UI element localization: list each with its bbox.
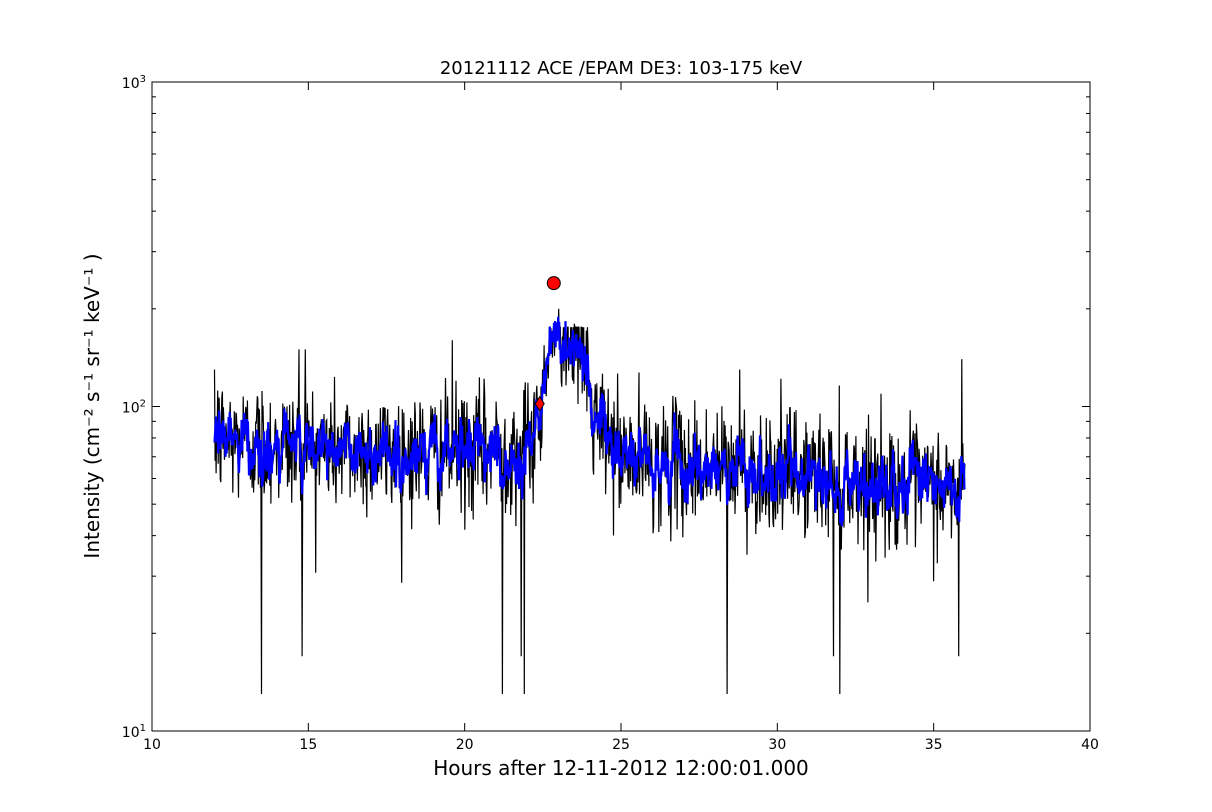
x-tick-label: 35 (925, 737, 943, 753)
x-tick-label: 10 (143, 737, 161, 753)
onset-marker-diamond (534, 395, 545, 412)
y-tick-label: 101 (122, 723, 146, 741)
chart-title: 20121112 ACE /EPAM DE3: 103-175 keV (440, 58, 803, 79)
y-tick-label: 102 (122, 399, 146, 417)
y-tick-label: 103 (122, 74, 146, 92)
raw-series-line (213, 308, 966, 695)
smoothed-series-line (213, 316, 966, 527)
y-axis-title: Intensity (cm⁻² s⁻¹ sr⁻¹ keV⁻¹ ) (80, 253, 104, 558)
x-tick-label: 15 (299, 737, 317, 753)
x-axis-title: Hours after 12-11-2012 12:00:01.000 (433, 756, 809, 780)
peak-marker-circle (546, 276, 561, 291)
plot-area (213, 276, 966, 695)
x-tick-label: 20 (456, 737, 474, 753)
x-tick-label: 40 (1081, 737, 1099, 753)
x-tick-label: 30 (768, 737, 786, 753)
x-tick-label: 25 (612, 737, 630, 753)
axes: 10 15 20 25 30 35 40 101 102 103 (122, 74, 1099, 753)
